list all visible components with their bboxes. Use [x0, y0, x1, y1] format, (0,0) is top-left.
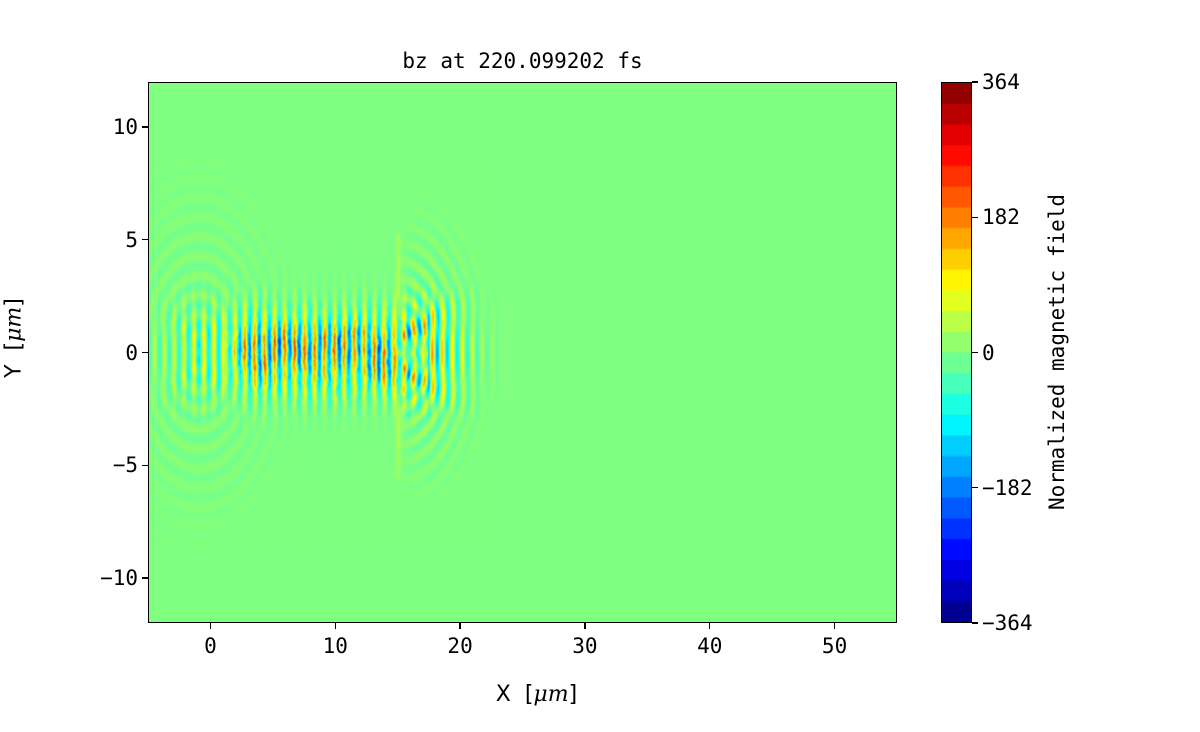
- y-tick-label: 10: [112, 115, 138, 140]
- colorbar-label: Normalized magnetic field: [1045, 193, 1069, 511]
- plot-axes[interactable]: [148, 82, 897, 623]
- x-tick-label: 0: [204, 634, 217, 658]
- y-axis-label-text: Y [: [1, 341, 27, 378]
- y-tick-mark: [142, 126, 148, 128]
- colorbar-tick-mark: [972, 622, 978, 624]
- x-tick-label: 10: [322, 634, 348, 658]
- y-tick-mark: [142, 351, 148, 354]
- colorbar-gradient: [942, 83, 971, 622]
- colorbar-tick-mark: [972, 216, 978, 218]
- colorbar-tick-mark: [972, 487, 978, 489]
- x-axis-label-text: X [: [495, 682, 534, 707]
- colorbar-tick-label: −364: [982, 611, 1033, 635]
- x-tick-mark: [334, 623, 336, 629]
- figure-canvas: bz at 220.099202 fs 0 10 20 30 40 50 −10 −5 0 5 10…: [0, 49, 1070, 707]
- y-tick-label: 0: [125, 340, 138, 365]
- y-axis-label-units: μm: [1, 306, 27, 342]
- x-tick-label: 20: [447, 634, 473, 658]
- colorbar-tick-label: 182: [982, 205, 1020, 230]
- x-tick-label: 50: [821, 634, 848, 658]
- x-tick-mark: [459, 623, 461, 629]
- y-tick-label: −10: [100, 565, 138, 590]
- x-tick-mark: [833, 623, 836, 629]
- page-title: bz at 220.099202 fs: [402, 49, 643, 73]
- colorbar-tick-mark: [972, 351, 978, 354]
- y-axis-label-bracket: ]: [1, 298, 27, 307]
- x-axis-label: X [μm]: [148, 657, 897, 732]
- colorbar[interactable]: [941, 82, 972, 623]
- x-axis-label-units: μm: [533, 682, 569, 707]
- y-tick-mark: [142, 464, 148, 466]
- x-tick-label: 30: [572, 634, 598, 658]
- x-tick-mark: [209, 623, 212, 629]
- x-tick-label: 40: [697, 634, 723, 658]
- y-axis-label: Y [μm]: [0, 298, 52, 406]
- colorbar-tick-mark: [972, 81, 978, 83]
- x-tick-mark: [584, 623, 586, 629]
- y-tick-mark: [142, 577, 148, 579]
- x-axis-label-bracket: ]: [568, 682, 578, 707]
- field-heatmap: [149, 83, 896, 622]
- y-tick-mark: [142, 239, 148, 241]
- colorbar-tick-label: −182: [982, 475, 1033, 500]
- y-tick-label: −5: [112, 453, 138, 478]
- colorbar-tick-label: 0: [982, 340, 995, 365]
- x-tick-mark: [709, 623, 711, 629]
- colorbar-tick-label: 364: [982, 70, 1020, 94]
- y-tick-label: 5: [125, 227, 138, 252]
